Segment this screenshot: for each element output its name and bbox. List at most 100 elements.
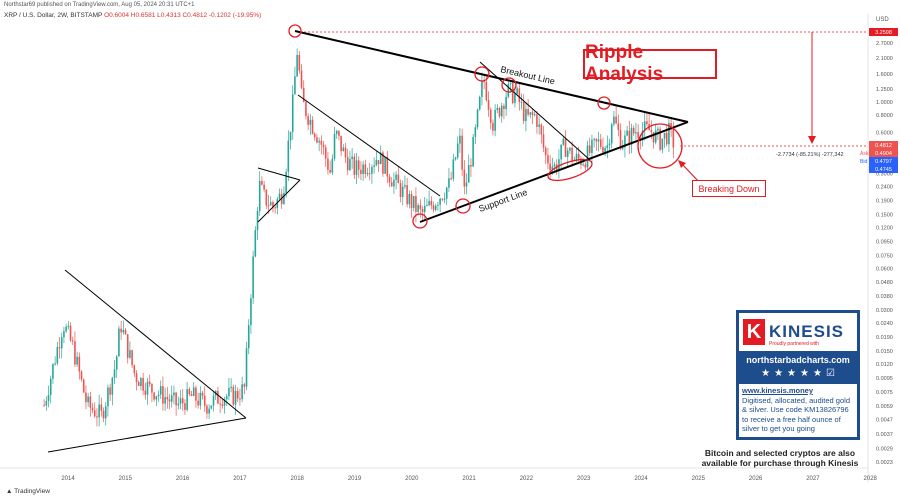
candle-body xyxy=(401,186,404,197)
candle-body xyxy=(404,185,406,187)
candle-body xyxy=(672,127,675,148)
candle-body xyxy=(610,124,613,144)
candle-body xyxy=(448,178,450,188)
y-tick-label: 0.0095 xyxy=(876,376,893,382)
kinesis-k-icon: K xyxy=(743,319,765,345)
y-tick-label: 0.0059 xyxy=(876,404,893,410)
candle-body xyxy=(122,329,125,333)
candle-body xyxy=(63,331,65,338)
kinesis-logo: K KINESIS Proudly partnered with xyxy=(739,313,857,351)
candle-body xyxy=(247,325,250,349)
candle-body xyxy=(454,157,457,160)
candle-body xyxy=(298,55,301,71)
y-tick-label: 0.0950 xyxy=(876,240,893,246)
candle-body xyxy=(151,383,153,393)
candle-body xyxy=(362,164,364,175)
candle-body xyxy=(626,130,628,136)
candle-body xyxy=(428,200,430,206)
candle-body xyxy=(52,364,54,379)
candle-body xyxy=(503,105,505,110)
x-tick-label: 2017 xyxy=(233,476,247,482)
candle-body xyxy=(346,157,349,171)
candle-body xyxy=(441,198,444,200)
y-tick-label: 0.0750 xyxy=(876,254,893,260)
candle-body xyxy=(566,150,569,157)
y-tick-label: 0.1500 xyxy=(876,212,893,218)
y-tick-label: 0.0300 xyxy=(876,308,893,314)
candle-body xyxy=(159,386,162,395)
candle-body xyxy=(575,153,578,160)
candle-body xyxy=(107,387,109,407)
candle-body xyxy=(87,396,89,403)
candle-body xyxy=(507,84,510,97)
candle-body xyxy=(412,196,415,208)
candle-body xyxy=(437,204,439,206)
candle-body xyxy=(234,391,237,405)
y-tick-label: 0.6000 xyxy=(876,130,893,136)
candle-body xyxy=(445,187,448,199)
tradingview-logo[interactable]: ▲ TradingView xyxy=(6,488,50,495)
candle-body xyxy=(619,130,622,149)
candle-body xyxy=(102,410,105,419)
candle-body xyxy=(553,164,556,167)
candle-body xyxy=(164,397,166,404)
chart-title-box: Ripple Analysis xyxy=(583,42,717,85)
candle-body xyxy=(470,165,472,167)
kinesis-partner: Proudly partnered with xyxy=(769,341,820,347)
candle-body xyxy=(76,356,78,365)
candle-body xyxy=(93,410,96,417)
candle-body xyxy=(177,403,180,406)
candle-body xyxy=(388,176,391,183)
ohlc-values: O0.6004 H0.6581 L0.4313 C0.4812 -0.1202 … xyxy=(104,12,262,19)
candle-body xyxy=(111,377,114,395)
kinesis-link[interactable]: www.kinesis.money xyxy=(742,386,813,395)
candle-body xyxy=(474,127,477,137)
candle-body xyxy=(201,392,204,396)
candle-body xyxy=(296,55,298,77)
kinesis-ad[interactable]: K KINESIS Proudly partnered with northst… xyxy=(736,310,860,440)
candle-body xyxy=(192,387,195,396)
candle-body xyxy=(615,116,617,124)
breakout-line xyxy=(294,30,689,123)
tv-logo-text: TradingView xyxy=(14,488,50,495)
candle-body xyxy=(265,189,268,206)
candle-body xyxy=(522,102,525,122)
candle-body xyxy=(421,208,424,213)
candle-body xyxy=(137,382,140,387)
star-icon: ★ xyxy=(774,368,784,379)
y-tick-label: 0.3000 xyxy=(876,171,893,177)
candle-body xyxy=(190,394,193,396)
candle-body xyxy=(305,102,307,117)
candle-body xyxy=(538,124,540,127)
kinesis-line: Digitised, allocated, audited gold xyxy=(742,395,850,405)
candle-body xyxy=(338,130,340,136)
trendline-2014-resistance xyxy=(64,269,247,419)
candle-body xyxy=(494,110,496,131)
candle-body xyxy=(379,152,382,165)
candle-body xyxy=(69,325,72,341)
measure-label: -2.7734 (-85.21%) -277,342 xyxy=(776,152,844,158)
candle-body xyxy=(599,139,602,147)
candle-body xyxy=(331,158,334,173)
axis-unit: USD xyxy=(876,17,889,23)
candle-body xyxy=(129,350,131,358)
candle-body xyxy=(208,408,210,414)
candle-body xyxy=(459,135,461,144)
candle-body xyxy=(661,138,664,150)
candle-body xyxy=(47,394,50,402)
candle-body xyxy=(283,192,285,204)
candle-body xyxy=(395,174,397,180)
candle-body xyxy=(472,136,474,167)
candle-body xyxy=(624,135,626,148)
candle-body xyxy=(641,130,644,141)
y-tick-label: 2.7000 xyxy=(876,41,893,47)
x-tick-label: 2020 xyxy=(405,476,419,482)
candle-body xyxy=(131,350,133,366)
candle-body xyxy=(223,399,226,406)
candle-body xyxy=(408,193,411,205)
candle-body xyxy=(173,392,175,396)
candle-body xyxy=(443,198,446,200)
candle-body xyxy=(536,114,538,127)
price-tag-bid xyxy=(869,157,898,165)
